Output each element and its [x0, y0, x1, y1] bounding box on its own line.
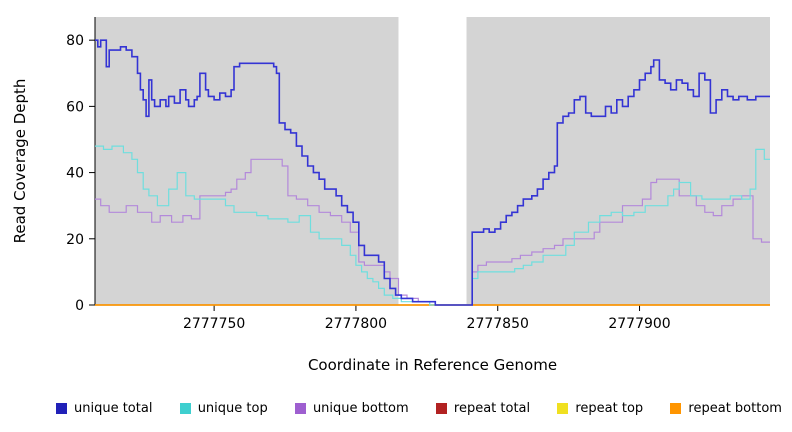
x-axis-label: Coordinate in Reference Genome	[307, 356, 558, 374]
legend-item-unique-top: unique top	[179, 401, 268, 416]
svg-text:80: 80	[66, 33, 84, 49]
legend-item-repeat-total: repeat total	[435, 401, 531, 416]
legend-swatch-repeat-total-icon	[435, 403, 447, 414]
legend-label-unique-bottom: unique bottom	[312, 401, 409, 416]
legend-label-repeat-total: repeat total	[453, 401, 531, 416]
svg-text:20: 20	[66, 232, 84, 248]
legend-item-repeat-top: repeat top	[557, 401, 643, 416]
legend-item-repeat-bottom: repeat bottom	[670, 401, 782, 416]
legend-label-unique-total: unique total	[74, 401, 153, 416]
svg-text:2777850: 2777850	[467, 316, 529, 332]
legend-swatch-repeat-bottom-icon	[670, 403, 682, 414]
legend-item-unique-total: unique total	[56, 401, 152, 416]
legend-swatch-unique-total-icon	[56, 403, 67, 414]
svg-text:2777750: 2777750	[183, 316, 245, 332]
svg-text:2777900: 2777900	[608, 316, 670, 332]
legend-item-unique-bottom: unique bottom	[294, 401, 409, 416]
legend: unique total unique top unique bottom re…	[0, 401, 792, 416]
coverage-chart: 2777750 2777800 2777850 2777900 0 20 40 60 80	[66, 17, 770, 332]
svg-text:40: 40	[66, 166, 84, 182]
legend-swatch-unique-top-icon	[179, 403, 191, 414]
svg-text:60: 60	[66, 99, 84, 115]
legend-swatch-repeat-top-icon	[557, 403, 569, 414]
legend-label-unique-top: unique top	[197, 401, 268, 416]
legend-label-repeat-top: repeat top	[575, 401, 644, 416]
svg-text:0: 0	[75, 298, 84, 314]
legend-label-repeat-bottom: repeat bottom	[688, 401, 782, 416]
legend-swatch-unique-bottom-icon	[294, 403, 306, 414]
y-axis-label: Read Coverage Depth	[11, 78, 29, 244]
svg-text:2777800: 2777800	[325, 316, 387, 332]
